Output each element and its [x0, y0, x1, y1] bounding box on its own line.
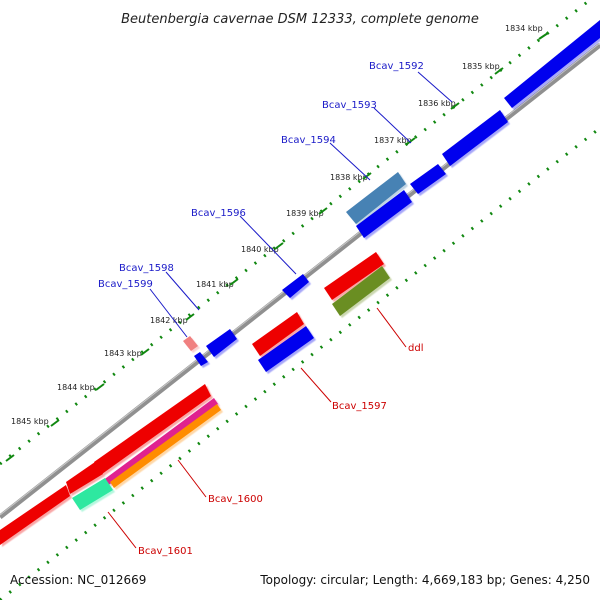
gene-bcav-1593[interactable]: [442, 110, 508, 166]
kbp-label: 1842 kbp: [150, 316, 188, 325]
gene-blue-minus-2[interactable]: [258, 326, 314, 372]
gene-ddl[interactable]: [324, 252, 384, 300]
kbp-label: 1834 kbp: [505, 24, 543, 33]
gene-bcav-1594[interactable]: [410, 164, 446, 194]
gene-label[interactable]: Bcav_1597: [332, 401, 387, 412]
leader-line: [165, 271, 200, 311]
plus-strand-features: [183, 20, 600, 366]
leader-line: [373, 107, 412, 144]
gene-steelblue[interactable]: [346, 172, 406, 224]
minus-strand-features: [0, 190, 412, 545]
gene-olive[interactable]: [332, 266, 390, 316]
kbp-tick: [185, 313, 195, 321]
kbp-tick: [274, 242, 284, 250]
gene-label[interactable]: Bcav_1598: [119, 263, 174, 274]
kbp-tick: [538, 32, 549, 40]
gene-bcav-1599[interactable]: [194, 352, 208, 366]
gene-label[interactable]: Bcav_1596: [191, 208, 246, 219]
kbp-tick: [229, 278, 239, 286]
kbp-tick: [406, 137, 416, 145]
map-title: Beutenbergia cavernae DSM 12333, complet…: [121, 12, 479, 27]
accession-text: Accession: NC_012669: [10, 573, 147, 587]
label-leaders: [107, 71, 453, 549]
kbp-tick: [95, 383, 105, 391]
kbp-label: 1836 kbp: [418, 99, 456, 108]
leader-line: [239, 215, 297, 275]
kbp-label: 1835 kbp: [462, 62, 500, 71]
gene-label[interactable]: Bcav_1592: [369, 61, 424, 72]
leader-line: [149, 288, 188, 338]
kbp-label: 1845 kbp: [11, 417, 49, 426]
gene-red-edge[interactable]: [0, 485, 70, 545]
gene-bcav-1601[interactable]: [72, 478, 113, 510]
leader-line: [300, 367, 332, 403]
kbp-tick: [318, 207, 328, 215]
kbp-label: 1837 kbp: [374, 136, 412, 145]
gene-pink[interactable]: [183, 336, 198, 351]
leader-line: [107, 511, 137, 549]
kbp-tick: [140, 348, 150, 356]
kbp-tick: [362, 172, 372, 180]
leader-line: [417, 71, 453, 103]
leader-line: [376, 307, 407, 348]
leader-line: [177, 459, 207, 498]
leader-line: [329, 142, 371, 181]
gene-bcav-1600[interactable]: [98, 398, 218, 490]
gene-labels: Bcav_1592 Bcav_1593 Bcav_1594 Bcav_1596 …: [98, 61, 424, 557]
kbp-label: 1844 kbp: [57, 383, 95, 392]
tick-track-inner: [0, 126, 600, 600]
kbp-label: 1840 kbp: [241, 245, 279, 254]
genome-summary: Topology: circular; Length: 4,669,183 bp…: [260, 573, 590, 587]
gene-bcav-1597[interactable]: [252, 312, 304, 356]
kbp-labels: 1834 kbp 1835 kbp 1836 kbp 1837 kbp 1838…: [11, 24, 543, 426]
gene-red-short[interactable]: [66, 462, 103, 494]
gene-label[interactable]: Bcav_1599: [98, 279, 153, 290]
gene-label[interactable]: ddl: [408, 343, 423, 354]
kbp-tick: [5, 454, 15, 462]
gene-orange[interactable]: [110, 404, 221, 488]
kbp-label: 1841 kbp: [196, 280, 234, 289]
tick-track-outer: [0, 0, 593, 466]
gene-label[interactable]: Bcav_1593: [322, 100, 377, 111]
gene-label[interactable]: Bcav_1594: [281, 135, 336, 146]
gene-bcav-1596[interactable]: [282, 274, 309, 298]
kbp-ticks: [5, 32, 549, 462]
kbp-tick: [450, 102, 460, 110]
gene-bcav-1592[interactable]: [504, 20, 600, 108]
kbp-label: 1843 kbp: [104, 349, 142, 358]
gene-red-long[interactable]: [94, 384, 211, 474]
kbp-tick: [50, 419, 60, 427]
kbp-label: 1838 kbp: [330, 173, 368, 182]
gene-bcav-1598[interactable]: [206, 329, 237, 357]
gene-label[interactable]: Bcav_1601: [138, 546, 193, 557]
gene-label[interactable]: Bcav_1600: [208, 494, 263, 505]
gene-blue-minus-1[interactable]: [356, 190, 412, 238]
kbp-label: 1839 kbp: [286, 209, 324, 218]
kbp-tick: [494, 67, 504, 75]
